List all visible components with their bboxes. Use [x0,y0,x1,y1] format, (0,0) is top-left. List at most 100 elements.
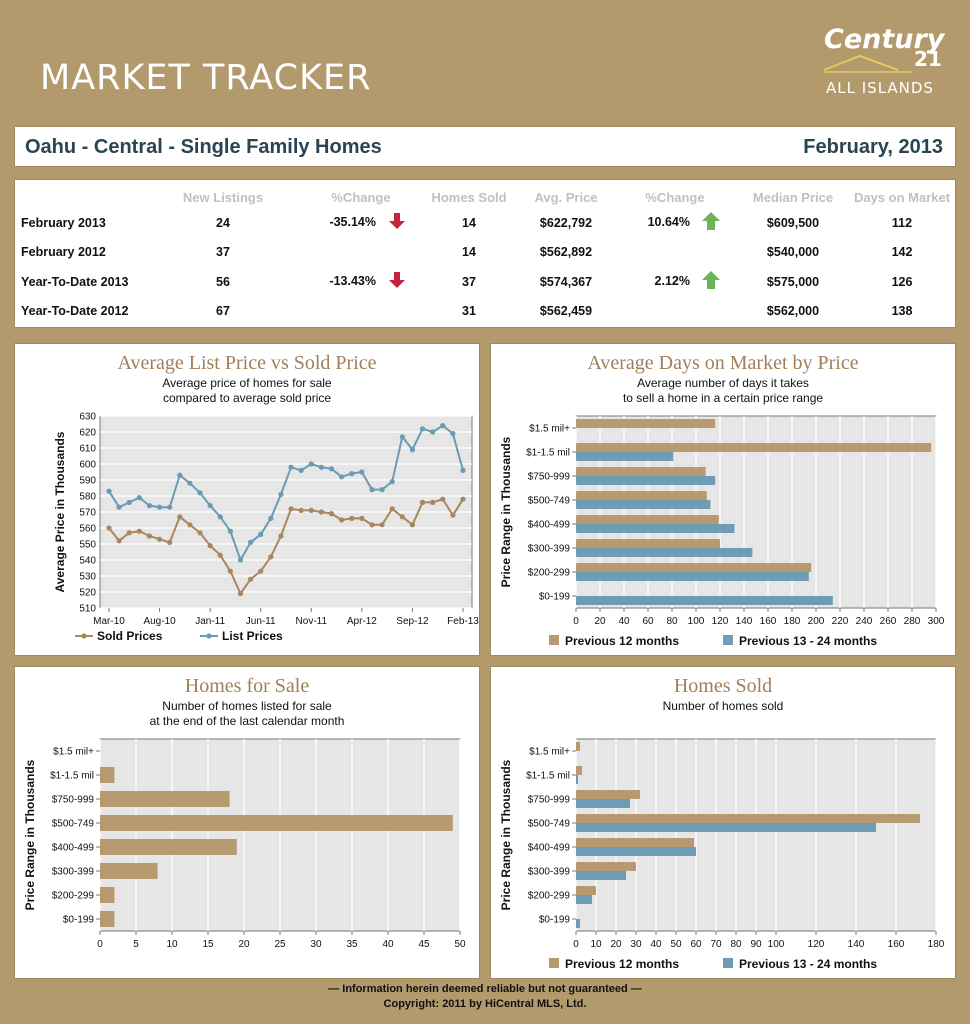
bar [576,871,626,880]
x-tick-label: 220 [832,616,849,627]
x-tick-label: 80 [730,939,742,950]
bar [576,799,630,808]
century21-logo: Century 21 ALL ISLANDS [823,24,946,97]
data-point [379,522,385,528]
bar [100,767,115,783]
stats-cell: $575,000 [766,274,820,289]
data-point [278,533,284,539]
data-point [399,514,405,520]
x-tick-label: 300 [928,616,945,627]
data-point [268,515,274,521]
stats-header-row: New Listings %Change Homes Sold Avg. Pri… [15,186,955,208]
stats-row: Year-To-Date 2013 56 -13.43% 37 $574,367 2.12… [15,267,955,297]
stats-cell: $574,367 [539,274,593,289]
bar [576,895,592,904]
data-point [227,568,233,574]
legend-marker [206,633,212,639]
stats-cell: $562,892 [539,245,593,260]
x-tick-label: 120 [808,939,825,950]
data-point [349,471,355,477]
x-tick-label: Jun-11 [246,616,276,627]
data-point [288,464,294,470]
bar [100,911,115,927]
legend-swatch [549,958,559,968]
x-tick-label: 35 [346,939,358,950]
bar [576,766,582,775]
pct-change-value: -35.14% [329,215,376,230]
y-tick-label: 510 [79,604,96,615]
data-point [237,591,244,597]
data-point [207,543,213,549]
data-point [298,467,304,473]
legend-label: Sold Prices [97,629,163,643]
data-point [167,504,173,510]
y-tick-label: $400-499 [52,843,95,854]
data-point [268,554,274,560]
pct-change-value: 10.64% [647,215,690,230]
arrow-up-icon [700,211,722,234]
y-tick-label: $500-749 [528,819,571,830]
legend-label: Previous 12 months [565,957,679,971]
stats-cell: 14 [462,215,476,230]
stats-row: Year-To-Date 2012 67 31 $562,459 $562,000 138 [15,297,955,327]
data-point [308,461,314,467]
x-tick-label: 20 [238,939,250,950]
x-tick-label: 15 [202,939,214,950]
x-tick-label: 140 [736,616,753,627]
disclaimer-text: — Information herein deemed reliable but… [328,983,642,995]
legend-label: Previous 13 - 24 months [739,957,877,971]
data-point [197,530,203,536]
data-point [409,447,416,453]
bar [576,790,640,799]
y-tick-label: $1.5 mil+ [53,747,94,758]
arrow-up-icon [700,270,722,293]
data-point [450,431,456,437]
legend-swatch [549,635,559,645]
data-point [419,426,426,432]
data-point [328,466,335,472]
logo-all-islands-text: ALL ISLANDS [826,79,934,97]
chart-subtitle: Average number of days it takes [637,376,809,390]
chart-subtitle: Average price of homes for sale [162,376,332,390]
bar [576,548,753,557]
x-tick-label: 45 [418,939,430,950]
page-title: MARKET TRACKER [40,58,372,98]
chart-title: Homes for Sale [184,675,310,697]
stats-cell: 126 [891,274,913,289]
x-tick-label: 40 [382,939,394,950]
x-tick-label: 0 [97,939,103,950]
data-point [227,528,233,534]
x-tick-label: 120 [712,616,729,627]
data-point [116,504,122,510]
y-tick-label: $300-399 [52,867,95,878]
x-tick-label: 10 [590,939,602,950]
stats-row: February 2013 24 -35.14% 14 $622,792 10.64% $6… [15,208,955,238]
x-tick-label: 80 [666,616,678,627]
data-point [389,479,395,485]
chart-subtitle: Number of homes sold [662,699,784,713]
bar [576,919,580,928]
stats-cell-pct-change [303,238,419,268]
y-tick-label: $1-1.5 mil [50,771,94,782]
chart-subtitle: to sell a home in a certain price range [622,391,824,405]
y-tick-label: $1-1.5 mil [526,448,570,459]
y-tick-label: $750-999 [528,795,571,806]
x-tick-label: 5 [133,939,139,950]
bar [576,491,707,500]
stats-header-pct-change-2: %Change [645,189,705,205]
y-tick-label: 540 [79,556,96,567]
bar-chart-svg: 0 10 20 30 40 50 60 70 80 90 100 120 140 160 180 $1.5 m… [499,738,945,971]
data-point [217,514,223,520]
x-tick-label: Mar-10 [93,616,125,627]
x-tick-label: 180 [784,616,801,627]
pct-change-value: -13.43% [329,274,376,289]
y-tick-label: $0-199 [63,915,95,926]
y-tick-label: $750-999 [528,472,571,483]
data-point [258,568,264,574]
bar [100,815,453,831]
data-point [126,530,132,536]
stats-cell: Year-To-Date 2012 [21,304,129,319]
data-point [318,464,324,470]
stats-header-new-listings: New Listings [182,189,264,205]
y-tick-label: $200-299 [528,568,571,579]
